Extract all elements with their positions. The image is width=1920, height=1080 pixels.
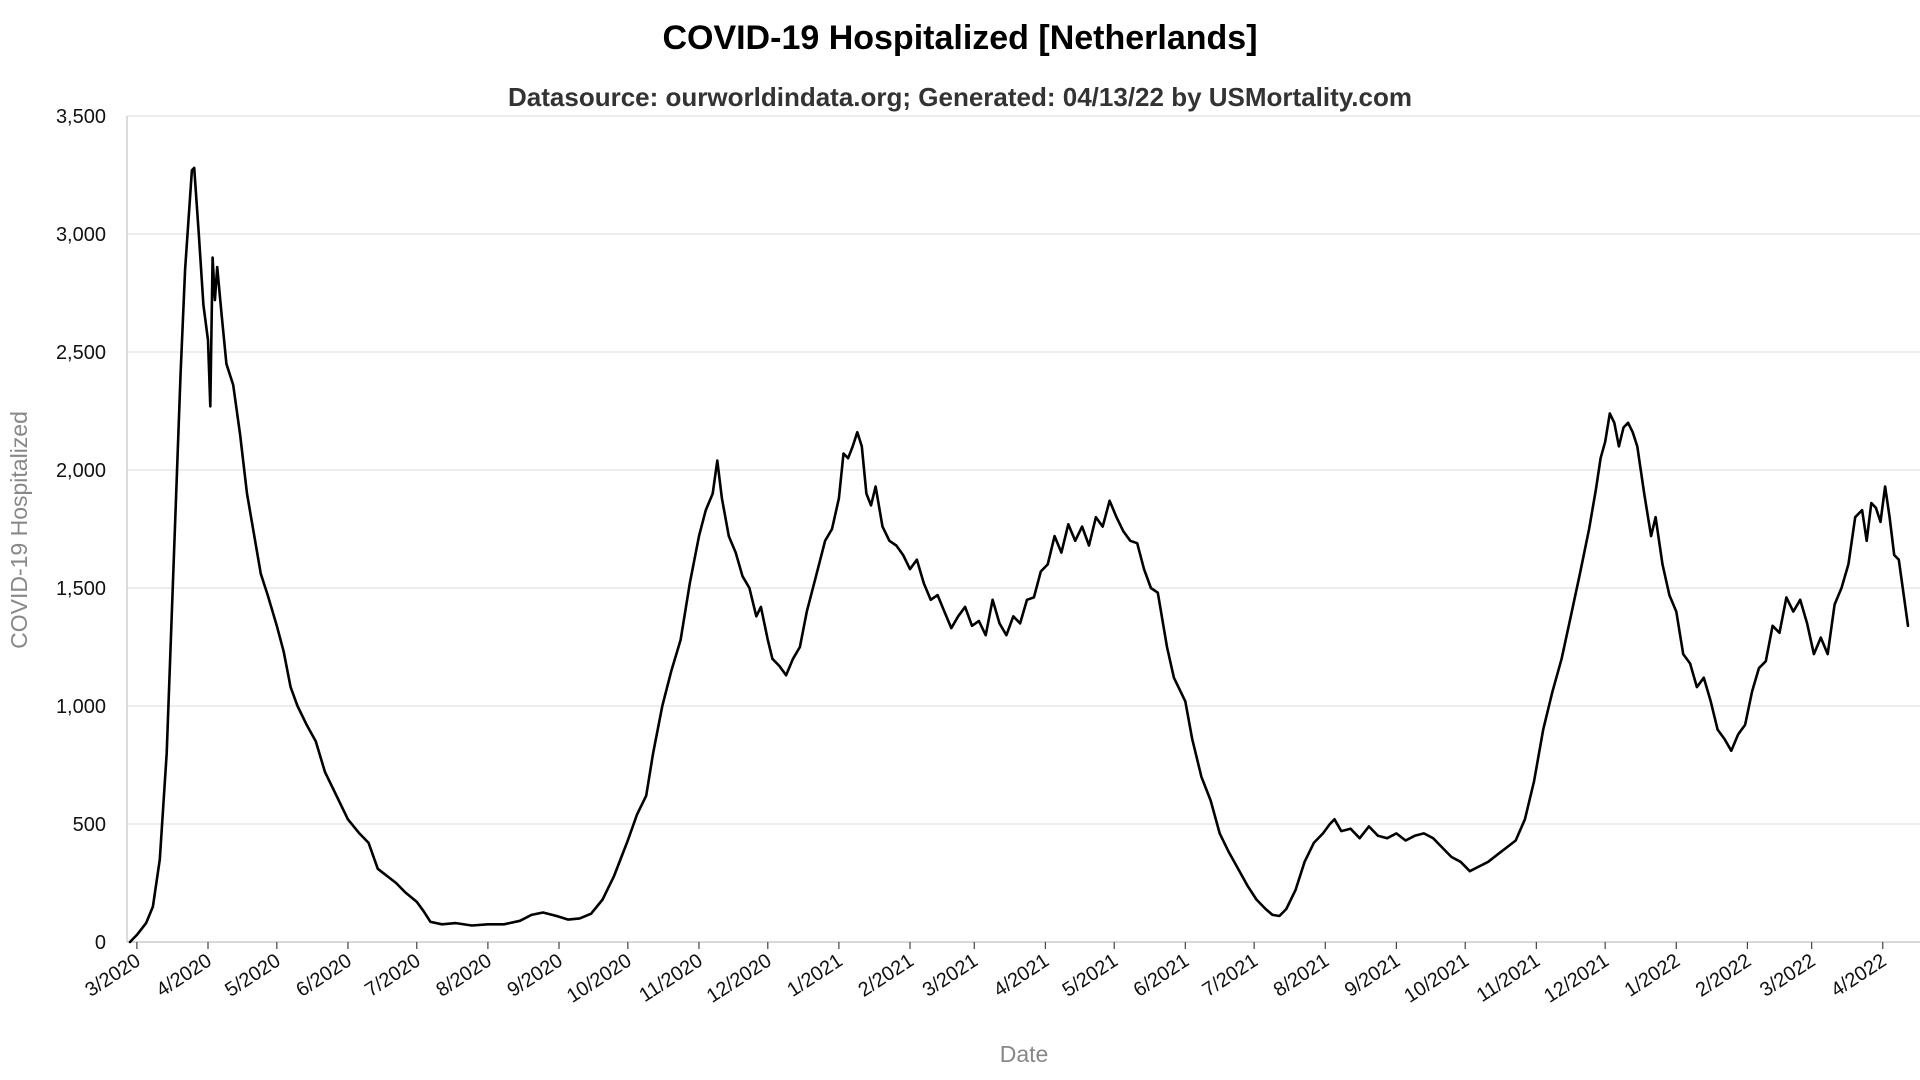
- x-tick-label: 3/2022: [1756, 950, 1819, 1002]
- x-tick-label: 3/2021: [919, 950, 982, 1002]
- x-tick-label: 8/2021: [1270, 950, 1333, 1002]
- x-tick-label: 5/2020: [221, 950, 284, 1002]
- series-line: [128, 166, 1910, 944]
- x-tick-label: 3/2020: [81, 950, 144, 1002]
- y-tick-label: 500: [73, 814, 106, 836]
- y-tick-label: 2,500: [56, 342, 106, 364]
- y-tick-label: 0: [95, 932, 106, 954]
- x-tick-label: 9/2020: [503, 950, 566, 1002]
- chart-title: COVID-19 Hospitalized [Netherlands]: [662, 19, 1257, 57]
- y-tick-label: 2,000: [56, 460, 106, 482]
- x-tick-label: 4/2020: [152, 950, 215, 1002]
- x-tick-label: 8/2020: [432, 950, 495, 1002]
- x-tick-label: 1/2022: [1621, 950, 1684, 1002]
- x-tick-label: 2/2022: [1692, 950, 1755, 1002]
- x-tick-label: 12/2020: [703, 950, 776, 1008]
- x-tick-label: 10/2021: [1400, 950, 1473, 1008]
- x-tick-label: 6/2021: [1130, 950, 1193, 1002]
- x-axis-title: Date: [1000, 1041, 1049, 1067]
- x-tick-label: 4/2022: [1827, 950, 1890, 1002]
- axes: 0 500 1,000 1,500 2,000 2,500 3,000 3,500 3/2020…: [56, 106, 1920, 1008]
- x-tick-label: 11/2020: [635, 950, 706, 1007]
- x-tick-label: 7/2021: [1199, 950, 1262, 1002]
- x-tick-label: 1/2021: [783, 950, 846, 1002]
- series-layer: [128, 166, 1910, 944]
- x-tick-label: 11/2021: [1473, 950, 1544, 1007]
- x-tick-label: 12/2021: [1540, 950, 1613, 1008]
- chart-subtitle: Datasource: ourworldindata.org; Generate…: [508, 82, 1412, 112]
- y-tick-label: 1,000: [56, 696, 106, 718]
- y-tick-label: 3,000: [56, 224, 106, 246]
- x-tick-label: 2/2021: [854, 950, 917, 1002]
- y-tick-label: 1,500: [56, 578, 106, 600]
- x-tick-label: 5/2021: [1059, 950, 1122, 1002]
- x-tick-label: 6/2020: [292, 950, 355, 1002]
- x-tick-label: 10/2020: [563, 950, 636, 1008]
- y-axis-title: COVID-19 Hospitalized: [6, 411, 32, 649]
- x-tick-label: 9/2021: [1341, 950, 1404, 1002]
- x-tick-label: 7/2020: [361, 950, 424, 1002]
- gridlines: [127, 115, 1920, 943]
- x-tick-label: 4/2021: [990, 950, 1053, 1002]
- y-tick-label: 3,500: [56, 106, 106, 128]
